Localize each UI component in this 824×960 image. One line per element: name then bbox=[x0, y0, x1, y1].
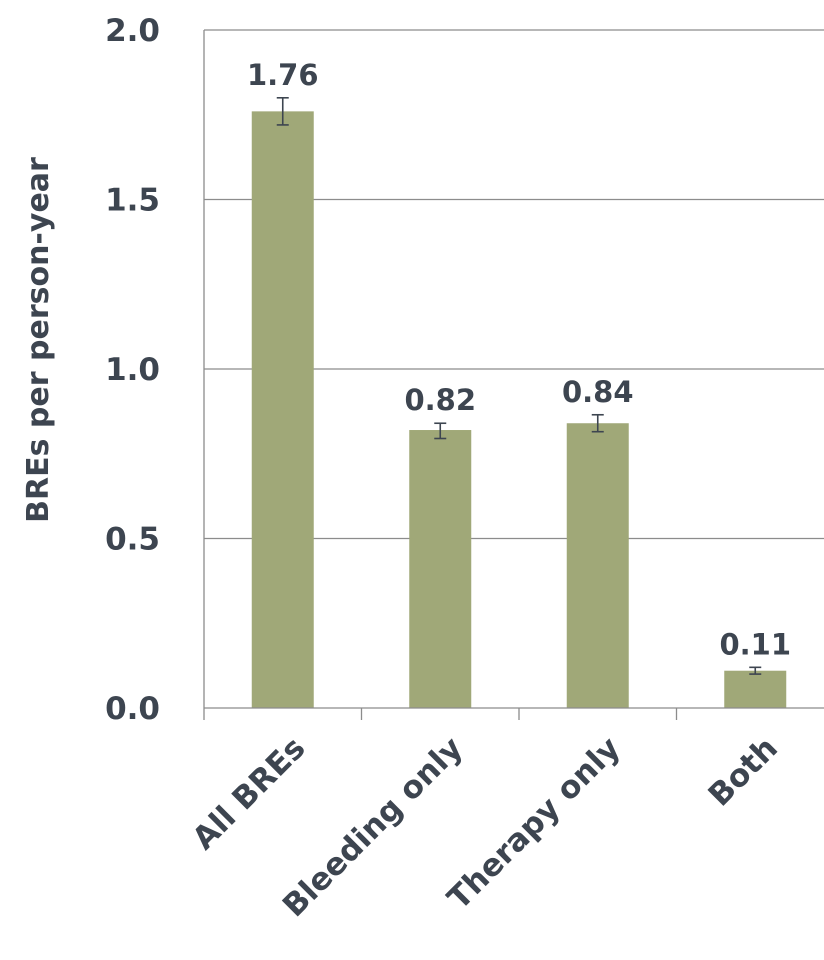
y-tick-label: 1.0 bbox=[105, 352, 160, 388]
bar bbox=[251, 111, 314, 709]
data-label: 0.82 bbox=[404, 383, 476, 417]
bar bbox=[566, 423, 629, 708]
error-bar bbox=[591, 413, 604, 433]
bar bbox=[724, 670, 787, 708]
data-label: 0.84 bbox=[562, 375, 634, 409]
x-category-label: Therapy only bbox=[441, 730, 628, 917]
bar bbox=[409, 430, 472, 708]
y-axis-title: BREs per person-year bbox=[21, 157, 56, 523]
error-bar bbox=[434, 422, 447, 440]
y-tick-label: 0.0 bbox=[105, 691, 160, 727]
x-category-label: Both bbox=[702, 730, 785, 813]
error-bar bbox=[749, 666, 762, 675]
data-label: 0.11 bbox=[719, 627, 791, 661]
bars bbox=[251, 111, 787, 709]
x-axis bbox=[203, 30, 824, 720]
y-tick-label: 2.0 bbox=[105, 13, 160, 49]
error-bar bbox=[276, 97, 289, 126]
y-tick-label: 1.5 bbox=[105, 183, 160, 219]
y-tick-label: 0.5 bbox=[105, 522, 160, 558]
data-label: 1.76 bbox=[247, 58, 319, 92]
y-axis-ticks: 0.0 0.5 1.0 1.5 2.0 bbox=[105, 13, 160, 727]
x-category-label: All BREs bbox=[186, 730, 313, 857]
data-labels: 1.76 0.82 0.84 0.11 bbox=[247, 58, 791, 662]
error-bars bbox=[276, 97, 762, 675]
